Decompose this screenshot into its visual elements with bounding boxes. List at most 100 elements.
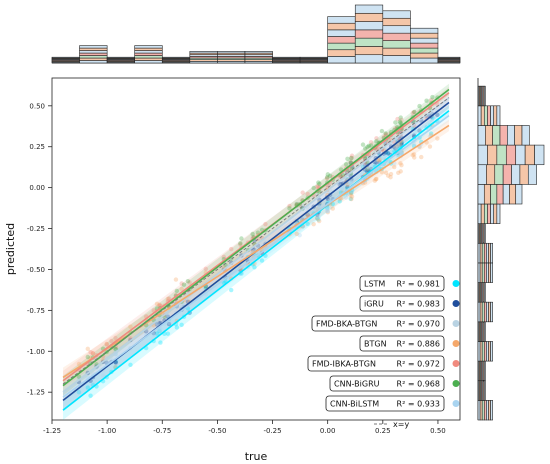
top-hist-bar bbox=[79, 52, 108, 56]
point-cnn-bigru bbox=[363, 146, 368, 151]
point-btgn bbox=[419, 154, 424, 160]
right-hist-bar bbox=[481, 341, 485, 362]
x-tick-label: -1.00 bbox=[98, 427, 116, 435]
point-fmd-bka-btgn bbox=[379, 156, 385, 161]
right-hist-bar bbox=[490, 203, 495, 224]
legend-box bbox=[329, 375, 445, 392]
right-hist-bar bbox=[487, 203, 491, 224]
point-fmd-ibka-btgn bbox=[399, 117, 404, 123]
point-cnn-bilstm bbox=[151, 332, 156, 337]
point-lstm bbox=[174, 325, 180, 330]
point-igru bbox=[417, 128, 422, 133]
point-cnn-bigru bbox=[340, 173, 346, 178]
top-hist-bar bbox=[382, 32, 411, 41]
point-btgn bbox=[388, 175, 393, 180]
y-tick-label: 0.00 bbox=[29, 184, 45, 192]
right-hist-bar bbox=[477, 262, 481, 283]
legend-label: FMD-IBKA-BTGN bbox=[312, 360, 376, 369]
right-hist-bar bbox=[490, 341, 493, 362]
right-hist-bar bbox=[480, 203, 485, 224]
point-cnn-bilstm bbox=[343, 195, 349, 200]
point-cnn-bilstm bbox=[157, 327, 162, 333]
point-cnn-bigru bbox=[360, 142, 366, 147]
right-hist-bar bbox=[490, 242, 493, 264]
point-cnn-bigru bbox=[238, 241, 243, 246]
x-tick-label: -0.75 bbox=[153, 427, 171, 435]
y-axis: -1.25 -1.00 -0.75 -0.50 -0.25 0.00 0.25 0.50 bbox=[27, 102, 52, 397]
right-hist-bar bbox=[477, 301, 481, 323]
right-hist-bar bbox=[477, 400, 481, 421]
top-hist-bar bbox=[327, 16, 356, 24]
point-lstm bbox=[252, 265, 257, 270]
point-lstm bbox=[165, 331, 171, 336]
point-lstm bbox=[349, 190, 354, 196]
top-hist-bar bbox=[354, 46, 384, 56]
point-igru bbox=[154, 322, 160, 327]
top-hist-bar bbox=[79, 50, 108, 54]
point-fmd-ibka-btgn bbox=[157, 303, 162, 308]
right-hist-bar bbox=[496, 203, 501, 224]
point-fmd-ibka-btgn bbox=[203, 266, 208, 272]
top-hist-bar bbox=[410, 57, 439, 64]
right-hist-bar bbox=[488, 341, 491, 362]
top-hist-bar bbox=[327, 22, 356, 31]
point-lstm bbox=[337, 199, 342, 204]
right-hist-bar bbox=[483, 223, 486, 244]
point-cnn-bigru bbox=[368, 143, 374, 148]
right-hist-bar bbox=[487, 105, 491, 126]
point-fmd-ibka-btgn bbox=[324, 176, 330, 181]
point-btgn bbox=[410, 152, 416, 158]
right-hist-bar bbox=[481, 301, 485, 323]
right-hist-bar bbox=[519, 164, 529, 185]
right-hist-bar bbox=[486, 341, 489, 362]
point-fmd-bka-btgn bbox=[349, 178, 355, 183]
top-hist-bar bbox=[354, 12, 384, 22]
legend-reference-label: x=y bbox=[393, 420, 409, 429]
top-hist-bar bbox=[51, 56, 80, 59]
top-hist-bar bbox=[106, 56, 136, 59]
right-hist-bar bbox=[490, 301, 493, 323]
top-hist-bar bbox=[382, 10, 411, 19]
point-cnn-bigru bbox=[345, 156, 350, 162]
point-cnn-bigru bbox=[311, 185, 316, 191]
point-cnn-bilstm bbox=[324, 206, 330, 211]
y-tick-label: -1.25 bbox=[27, 389, 45, 397]
right-hist-bar bbox=[483, 184, 491, 205]
right-hist-bar bbox=[511, 164, 521, 185]
point-btgn bbox=[392, 164, 397, 170]
point-cnn-bigru bbox=[397, 119, 403, 124]
point-cnn-bigru bbox=[349, 155, 354, 161]
right-hist-bar bbox=[479, 242, 483, 264]
point-btgn bbox=[435, 136, 440, 141]
point-btgn bbox=[394, 143, 400, 148]
right-hist-bar bbox=[483, 242, 487, 264]
legend-box bbox=[359, 335, 445, 352]
point-btgn bbox=[348, 193, 353, 198]
right-hist-bar bbox=[483, 262, 487, 283]
point-igru bbox=[394, 143, 400, 149]
point-cnn-bilstm bbox=[411, 142, 417, 147]
right-hist-bar bbox=[481, 242, 485, 264]
point-cnn-bilstm bbox=[100, 373, 106, 378]
top-hist-bar bbox=[161, 56, 191, 59]
top-hist-bar bbox=[437, 56, 461, 59]
legend-r2: R² = 0.983 bbox=[397, 300, 440, 309]
point-fmd-ibka-btgn bbox=[374, 136, 379, 141]
right-hist-bar bbox=[477, 341, 481, 362]
right-hist-bar bbox=[488, 242, 491, 264]
fit-line-lstm bbox=[62, 110, 450, 411]
right-hist-bar bbox=[521, 125, 530, 146]
point-igru bbox=[385, 151, 391, 156]
point-fmd-ibka-btgn bbox=[349, 153, 355, 158]
top-hist-bar bbox=[354, 4, 384, 14]
point-btgn bbox=[85, 346, 90, 352]
point-fmd-bka-btgn bbox=[417, 127, 422, 133]
top-hist-bar bbox=[382, 17, 411, 27]
point-igru bbox=[435, 112, 440, 118]
right-hist-bar bbox=[527, 164, 537, 185]
top-hist-bar bbox=[217, 51, 246, 54]
top-hist-bar bbox=[382, 55, 411, 64]
right-hist-bar bbox=[479, 341, 483, 362]
point-btgn bbox=[397, 141, 403, 147]
